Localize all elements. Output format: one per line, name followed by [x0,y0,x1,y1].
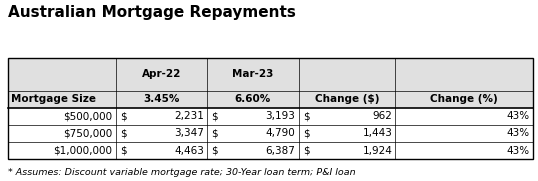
Text: $: $ [303,129,309,138]
Text: 1,443: 1,443 [362,129,392,138]
Bar [8,142,533,159]
Text: 3,347: 3,347 [174,129,204,138]
Text: 1,924: 1,924 [362,146,392,156]
Text: Apr-22: Apr-22 [141,69,181,79]
Text: 4,790: 4,790 [266,129,295,138]
Text: $: $ [303,111,309,121]
Text: $1,000,000: $1,000,000 [53,146,112,156]
Text: $750,000: $750,000 [63,129,112,138]
Text: $: $ [303,146,309,156]
Text: Change (%): Change (%) [430,94,498,104]
Bar [8,125,533,142]
Text: 962: 962 [372,111,392,121]
Text: Australian Mortgage Repayments: Australian Mortgage Repayments [8,5,296,20]
Text: 6.60%: 6.60% [235,94,271,104]
Text: 4,463: 4,463 [174,146,204,156]
Text: 43%: 43% [506,129,529,138]
Text: 6,387: 6,387 [265,146,295,156]
Text: Mar-23: Mar-23 [232,69,273,79]
Text: 2,231: 2,231 [174,111,204,121]
Text: 3,193: 3,193 [265,111,295,121]
Text: * Assumes: Discount variable mortgage rate; 30-Year loan term; P&I loan: * Assumes: Discount variable mortgage ra… [8,168,356,177]
Text: Change ($): Change ($) [315,94,379,104]
Bar [8,108,533,125]
Text: $500,000: $500,000 [63,111,112,121]
Text: 43%: 43% [506,146,529,156]
Text: $: $ [120,146,126,156]
Text: $: $ [120,111,126,121]
Text: Mortgage Size: Mortgage Size [11,94,96,104]
Text: 43%: 43% [506,111,529,121]
Text: $: $ [211,111,218,121]
Text: $: $ [120,129,126,138]
Text: $: $ [211,146,218,156]
Text: $: $ [211,129,218,138]
Text: 3.45%: 3.45% [143,94,180,104]
